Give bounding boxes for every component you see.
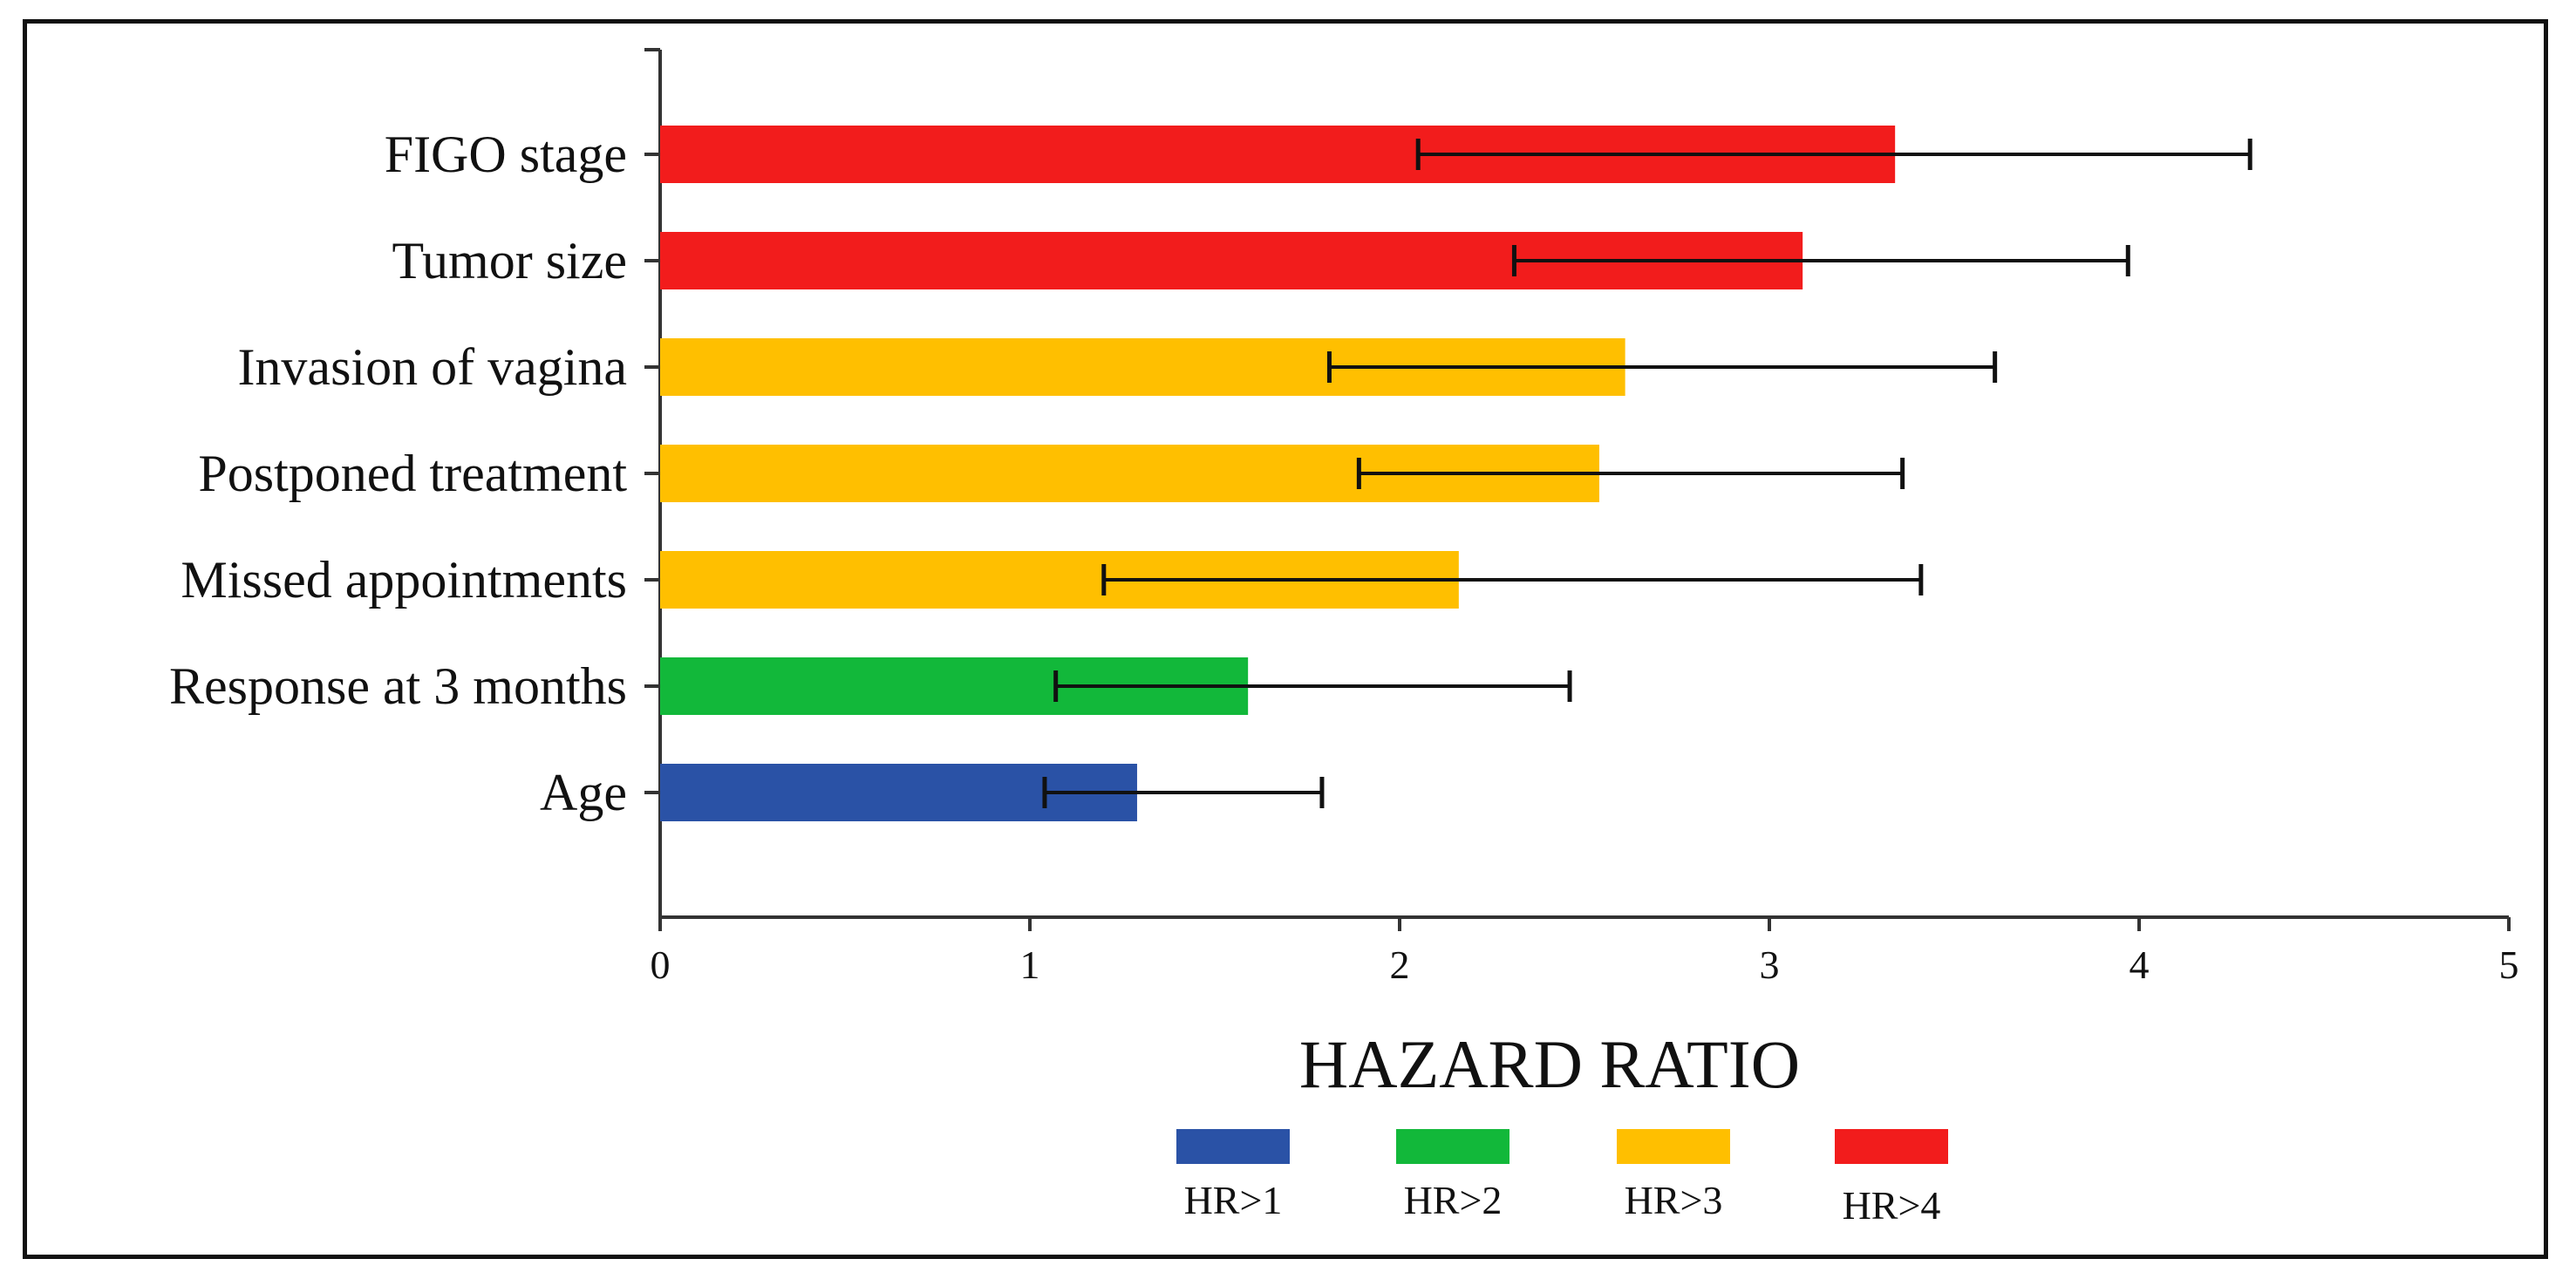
legend-swatch [1176, 1129, 1290, 1164]
error-bar [1101, 564, 1924, 595]
category-label: Missed appointments [181, 551, 627, 609]
error-bar [1415, 139, 2252, 170]
x-tick-label: 0 [651, 942, 671, 987]
x-tick-label: 1 [1020, 942, 1040, 987]
legend: HR>1 HR>2 HR>3 HR>4 [1176, 1129, 1948, 1228]
category-label: Tumor size [392, 232, 627, 289]
x-ticks: 0 1 2 3 4 5 [651, 917, 2519, 987]
legend-swatch [1617, 1129, 1730, 1164]
x-tick-label: 2 [1390, 942, 1410, 987]
x-axis-title: HAZARD RATIO [1299, 1026, 1800, 1102]
category-label: Response at 3 months [169, 657, 627, 715]
legend-item: HR>4 [1835, 1129, 1948, 1228]
category-labels: FIGO stage Tumor size Invasion of vagina Po… [169, 126, 627, 821]
legend-swatch [1396, 1129, 1509, 1164]
legend-label: HR>4 [1843, 1183, 1941, 1228]
category-label: Age [540, 764, 627, 821]
legend-label: HR>1 [1184, 1178, 1283, 1222]
x-tick-label: 3 [1760, 942, 1780, 987]
error-bar [1511, 245, 2130, 276]
x-tick-label: 4 [2130, 942, 2150, 987]
chart-frame: FIGO stage Tumor size Invasion of vagina Po… [23, 19, 2548, 1259]
error-bar [1356, 458, 1905, 489]
legend-item: HR>3 [1617, 1129, 1730, 1222]
category-label: Postponed treatment [198, 445, 627, 502]
legend-item: HR>1 [1176, 1129, 1290, 1222]
error-bar [1326, 351, 1998, 383]
legend-item: HR>2 [1396, 1129, 1509, 1222]
chart: FIGO stage Tumor size Invasion of vagina Po… [169, 48, 2519, 1228]
x-tick-label: 5 [2499, 942, 2519, 987]
error-bar [1042, 777, 1325, 808]
error-bar [1053, 670, 1572, 702]
category-label: FIGO stage [385, 126, 627, 183]
category-label: Invasion of vagina [237, 338, 627, 396]
legend-label: HR>2 [1404, 1178, 1503, 1222]
legend-swatch [1835, 1129, 1948, 1164]
legend-label: HR>3 [1625, 1178, 1723, 1222]
error-bars [1042, 139, 2252, 808]
